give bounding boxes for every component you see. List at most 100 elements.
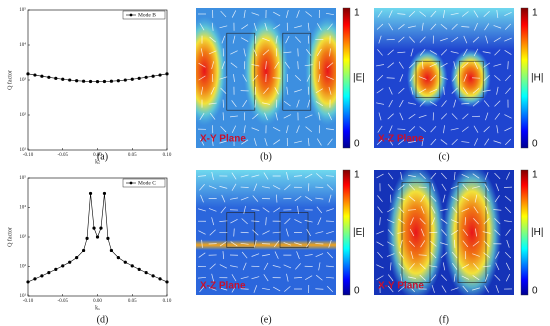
field-arrow — [388, 138, 394, 146]
field-arrow — [399, 74, 404, 82]
field-arrow — [408, 276, 416, 279]
field-arrow — [472, 36, 480, 43]
field-arrow — [484, 183, 489, 191]
field-arrow — [272, 265, 281, 268]
field-arrow — [211, 172, 214, 180]
field-arrow — [431, 217, 436, 226]
plot-frame — [27, 9, 168, 151]
field-arrow — [483, 74, 490, 82]
field-arrow — [483, 240, 490, 247]
field-arrow — [421, 22, 424, 31]
x-tick-label: -0.05 — [58, 153, 69, 158]
colorbar — [520, 169, 529, 296]
field-arrow — [263, 87, 269, 95]
field-band — [196, 240, 336, 250]
field-arrow — [387, 62, 394, 68]
field-arrow — [306, 240, 312, 248]
structure-outline — [459, 60, 484, 98]
field-arrow — [475, 228, 477, 237]
field-arrow — [441, 229, 447, 236]
field-arrow — [450, 287, 459, 291]
field-arrow — [441, 172, 447, 180]
field-arrow — [418, 254, 427, 256]
field-arrow — [379, 217, 381, 226]
field-map — [196, 8, 336, 148]
field-arrow — [272, 231, 281, 234]
field-arrow — [325, 265, 335, 268]
field-arrow — [263, 262, 269, 271]
field-arrow — [397, 128, 406, 130]
y-axis-label: Q factor — [6, 70, 13, 90]
data-point — [165, 72, 169, 76]
field-arrow — [388, 87, 393, 95]
field-arrow — [494, 229, 501, 236]
field-arrow — [326, 76, 334, 80]
field-arrow — [397, 13, 406, 15]
field-arrow — [273, 11, 281, 17]
field-arrow — [241, 251, 248, 259]
colorbar-max: 1 — [532, 170, 538, 181]
field-arrow — [430, 240, 437, 247]
field-hotspot — [450, 48, 491, 108]
colorbar — [342, 169, 351, 296]
field-arrow — [274, 61, 280, 69]
field-arrow — [264, 112, 268, 121]
field-arrow — [452, 74, 458, 82]
field-arrow — [243, 9, 246, 19]
data-point — [165, 280, 169, 284]
field-arrow — [496, 9, 499, 19]
field-arrow — [376, 264, 384, 269]
field-arrow — [377, 125, 383, 133]
field-arrow — [328, 112, 332, 121]
field-arrow — [198, 230, 206, 235]
field-arrow — [200, 86, 204, 95]
field-arrow — [273, 24, 281, 30]
field-arrow — [474, 194, 478, 203]
field-arrow — [461, 196, 469, 201]
field-arrow — [418, 114, 427, 118]
field-arrow — [453, 61, 456, 70]
field-arrow — [325, 12, 335, 16]
field-arrow — [397, 197, 406, 201]
colorbar — [520, 7, 529, 149]
field-arrow — [504, 23, 512, 30]
field-arrow — [328, 86, 332, 95]
field-arrow — [407, 209, 417, 211]
field-arrow — [199, 184, 205, 191]
field-arrow — [505, 229, 511, 236]
field-arrow — [304, 114, 313, 119]
field-arrow — [230, 62, 238, 68]
field-arrow — [305, 11, 313, 17]
panel-label: (c) — [438, 151, 449, 162]
field-arrow — [388, 10, 393, 18]
field-arrow — [398, 87, 405, 94]
field-arrow — [240, 196, 249, 201]
field-arrow — [397, 231, 406, 234]
data-point — [88, 191, 93, 196]
field-arrow — [430, 126, 437, 133]
field-arrow — [430, 251, 437, 259]
colorbar — [342, 7, 351, 149]
data-point — [68, 78, 72, 82]
data-point — [92, 226, 96, 230]
field-arrow — [454, 239, 456, 248]
field-arrow — [473, 48, 479, 57]
field-arrow — [494, 100, 501, 107]
field-arrow — [252, 113, 259, 120]
field-arrow — [410, 217, 414, 226]
field-arrow — [442, 9, 446, 19]
field-arrow — [504, 206, 512, 214]
field-arrow — [222, 251, 225, 260]
field-arrow — [376, 74, 384, 82]
field-arrow — [408, 240, 416, 247]
field-arrow — [219, 241, 227, 247]
field-arrow — [285, 228, 289, 237]
field-arrow — [483, 252, 491, 258]
field-arrow — [505, 87, 511, 95]
field-arrow — [398, 286, 405, 292]
field-arrow — [462, 113, 469, 120]
field-arrow — [272, 127, 281, 132]
field-arrow — [272, 185, 281, 190]
field-arrow — [219, 264, 228, 269]
field-arrow — [409, 228, 415, 237]
